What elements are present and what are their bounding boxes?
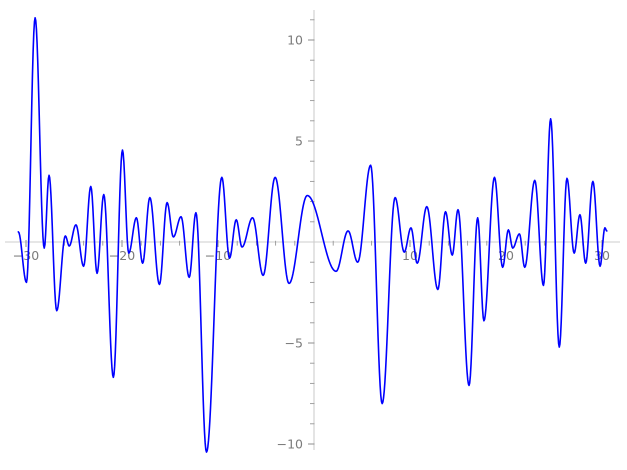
function-curve <box>17 16 608 453</box>
svg-text:20: 20 <box>498 248 514 263</box>
svg-text:−5: −5 <box>285 336 303 351</box>
axes-lines <box>5 10 620 450</box>
svg-text:−20: −20 <box>109 248 135 263</box>
y-axis-ticks <box>308 19 315 445</box>
svg-text:−10: −10 <box>205 248 231 263</box>
x-tick-labels: −30 −20 −10 10 20 30 <box>13 248 610 263</box>
svg-text:−10: −10 <box>277 437 303 452</box>
svg-text:−30: −30 <box>13 248 39 263</box>
svg-text:5: 5 <box>295 134 303 149</box>
y-tick-labels: −10 −5 5 10 <box>277 33 303 452</box>
svg-text:10: 10 <box>287 33 303 48</box>
